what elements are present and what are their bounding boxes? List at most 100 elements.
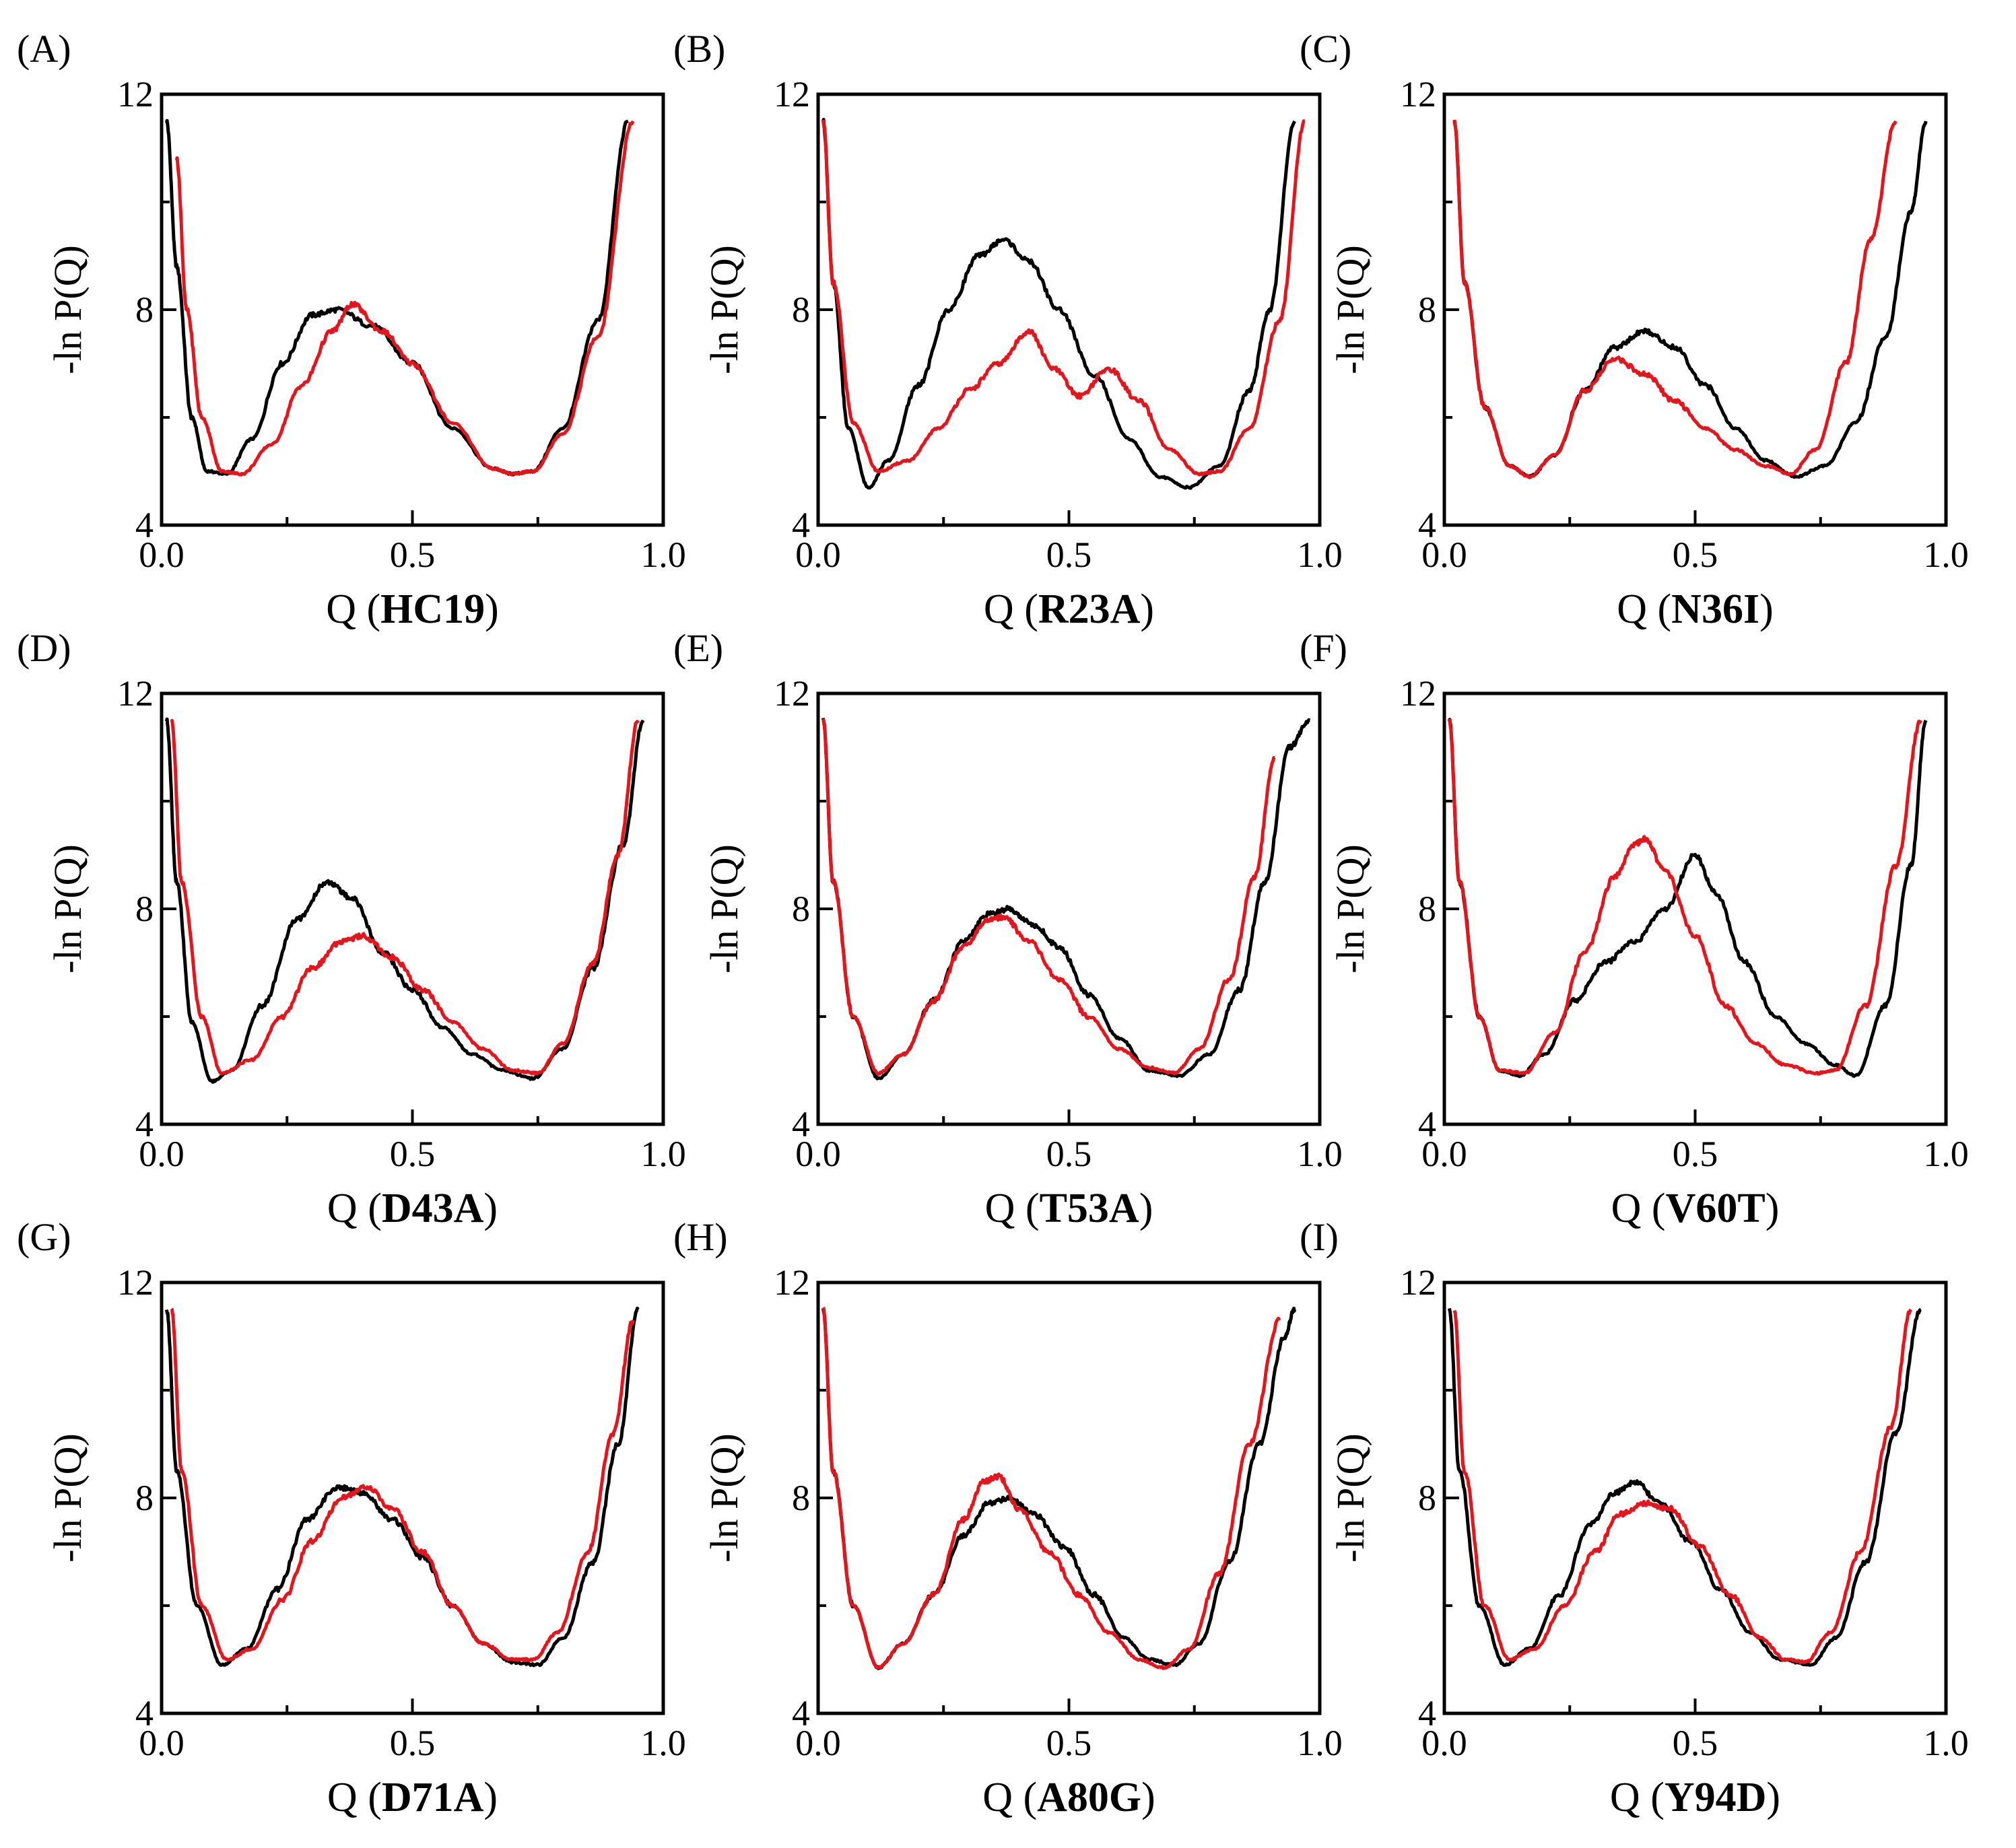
x-tick-label: 0.0: [139, 1134, 184, 1174]
x-tick-label: 1.0: [640, 1134, 686, 1174]
y-tick-label: 8: [792, 289, 810, 330]
series-line-mutant: [821, 718, 1276, 1076]
y-tick-label: 12: [774, 74, 810, 114]
x-axis-label-suffix: ): [483, 1186, 498, 1231]
series-line-mutant: [170, 1307, 635, 1662]
x-tick-label: 1.0: [1297, 1723, 1343, 1763]
y-tick-label: 8: [135, 889, 154, 929]
x-axis-label: Q (A80G): [982, 1775, 1155, 1820]
mutant-name: R23A: [1038, 586, 1141, 632]
y-tick-label: 12: [117, 74, 154, 114]
series-line-wild-type: [1447, 1307, 1922, 1668]
plot-frame: [160, 1280, 665, 1715]
y-tick-label: 8: [792, 889, 810, 929]
panel-label: (G): [17, 1215, 71, 1259]
x-axis-label-suffix: ): [1139, 1186, 1153, 1231]
y-tick-label: 4: [792, 505, 810, 545]
x-axis-label: Q (N36I): [1617, 586, 1773, 632]
x-axis-label-prefix: Q (: [1617, 586, 1671, 632]
y-tick-label: 4: [135, 1104, 154, 1144]
x-tick-label: 1.0: [640, 1723, 686, 1763]
plot-frame: [816, 92, 1322, 527]
x-tick-label: 0.0: [139, 1723, 184, 1763]
x-axis-label-suffix: ): [1766, 1186, 1780, 1231]
x-tick-label: 1.0: [1923, 1134, 1969, 1174]
series-line-mutant: [1452, 119, 1897, 479]
y-axis-label: -ln P(Q): [46, 1433, 90, 1563]
x-axis-label-prefix: Q (: [984, 586, 1038, 632]
x-tick-label: 0.5: [1673, 535, 1718, 575]
y-tick-label: 4: [1418, 1693, 1436, 1734]
mutant-name: D43A: [382, 1186, 484, 1231]
mutant-name: N36I: [1671, 586, 1759, 632]
panel-a: 0.0 0.5 1.0 4 8 12 (A) -ln P(Q) Q (HC19): [17, 27, 686, 632]
mutant-name: T53A: [1040, 1186, 1139, 1231]
panel-label: (H): [673, 1215, 728, 1259]
x-tick-label: 0.5: [1046, 535, 1092, 575]
panel-label: (D): [17, 626, 71, 670]
y-axis-label: -ln P(Q): [1329, 245, 1372, 374]
plot-frame: [1442, 691, 1948, 1126]
x-axis-label-prefix: Q (: [327, 1775, 382, 1820]
series-line-wild-type: [164, 118, 629, 477]
mutant-name: V60T: [1666, 1186, 1766, 1231]
panel-f: 0.0 0.5 1.0 4 8 12 (F) -ln P(Q) Q (V60T): [1300, 626, 1969, 1231]
series-line-wild-type: [821, 1306, 1297, 1670]
x-axis-label: Q (D71A): [327, 1775, 498, 1820]
y-axis-label: -ln P(Q): [46, 245, 90, 374]
x-tick-label: 0.5: [390, 535, 436, 575]
y-tick-label: 8: [1418, 1478, 1436, 1518]
x-tick-label: 0.0: [795, 1134, 841, 1174]
x-axis-label-prefix: Q (: [1610, 1775, 1665, 1820]
x-axis-label-suffix: ): [483, 1775, 498, 1820]
x-axis-label-suffix: ): [1140, 586, 1154, 632]
mutant-name: A80G: [1037, 1775, 1141, 1820]
x-tick-label: 0.5: [1673, 1723, 1718, 1763]
x-axis-label: Q (Y94D): [1610, 1775, 1780, 1820]
y-tick-label: 4: [792, 1693, 810, 1734]
panel-label: (B): [673, 27, 725, 71]
y-axis-label: -ln P(Q): [702, 844, 746, 973]
x-axis-label-suffix: ): [485, 586, 499, 632]
x-axis-label-prefix: Q (: [982, 1775, 1037, 1820]
x-axis-label-suffix: ): [1766, 1775, 1780, 1820]
plot-frame: [160, 691, 665, 1126]
y-tick-label: 4: [135, 1693, 154, 1734]
y-axis-label: -ln P(Q): [46, 844, 90, 973]
panel-label: (E): [673, 626, 723, 670]
y-tick-label: 8: [1418, 889, 1436, 929]
x-axis-label: Q (V60T): [1611, 1186, 1780, 1231]
panel-label: (I): [1300, 1215, 1339, 1259]
x-tick-label: 1.0: [1923, 535, 1969, 575]
y-axis-label: -ln P(Q): [702, 245, 746, 374]
mutant-name: HC19: [380, 586, 485, 632]
x-axis-label-prefix: Q (: [985, 1186, 1040, 1231]
x-axis-label-prefix: Q (: [327, 1186, 382, 1231]
y-axis-label: -ln P(Q): [1329, 844, 1372, 973]
y-axis-label: -ln P(Q): [702, 1433, 746, 1563]
plot-frame: [1442, 92, 1948, 527]
y-tick-label: 4: [1418, 505, 1436, 545]
panel-label: (F): [1300, 626, 1347, 670]
x-tick-label: 1.0: [1297, 535, 1343, 575]
x-axis-label: Q (HC19): [326, 586, 499, 632]
series-line-wild-type: [1452, 120, 1928, 479]
series-line-wild-type: [821, 118, 1297, 490]
x-tick-label: 0.5: [1673, 1134, 1718, 1174]
y-tick-label: 12: [774, 673, 810, 714]
y-tick-label: 12: [1400, 1262, 1436, 1303]
x-tick-label: 0.0: [1421, 1723, 1467, 1763]
x-axis-label-prefix: Q (: [326, 586, 380, 632]
series-line-mutant: [1452, 1308, 1912, 1665]
panel-i: 0.0 0.5 1.0 4 8 12 (I) -ln P(Q) Q (Y94D): [1300, 1215, 1969, 1820]
plot-frame: [1442, 1280, 1948, 1715]
panel-d: 0.0 0.5 1.0 4 8 12 (D) -ln P(Q) Q (D43A): [17, 626, 686, 1231]
series-line-mutant: [821, 1306, 1281, 1670]
x-axis-label: Q (T53A): [985, 1186, 1153, 1231]
y-tick-label: 12: [117, 673, 154, 714]
x-tick-label: 0.0: [795, 535, 841, 575]
x-axis-label-suffix: ): [1759, 586, 1774, 632]
panel-label: (A): [17, 27, 71, 71]
x-tick-label: 0.0: [139, 535, 184, 575]
